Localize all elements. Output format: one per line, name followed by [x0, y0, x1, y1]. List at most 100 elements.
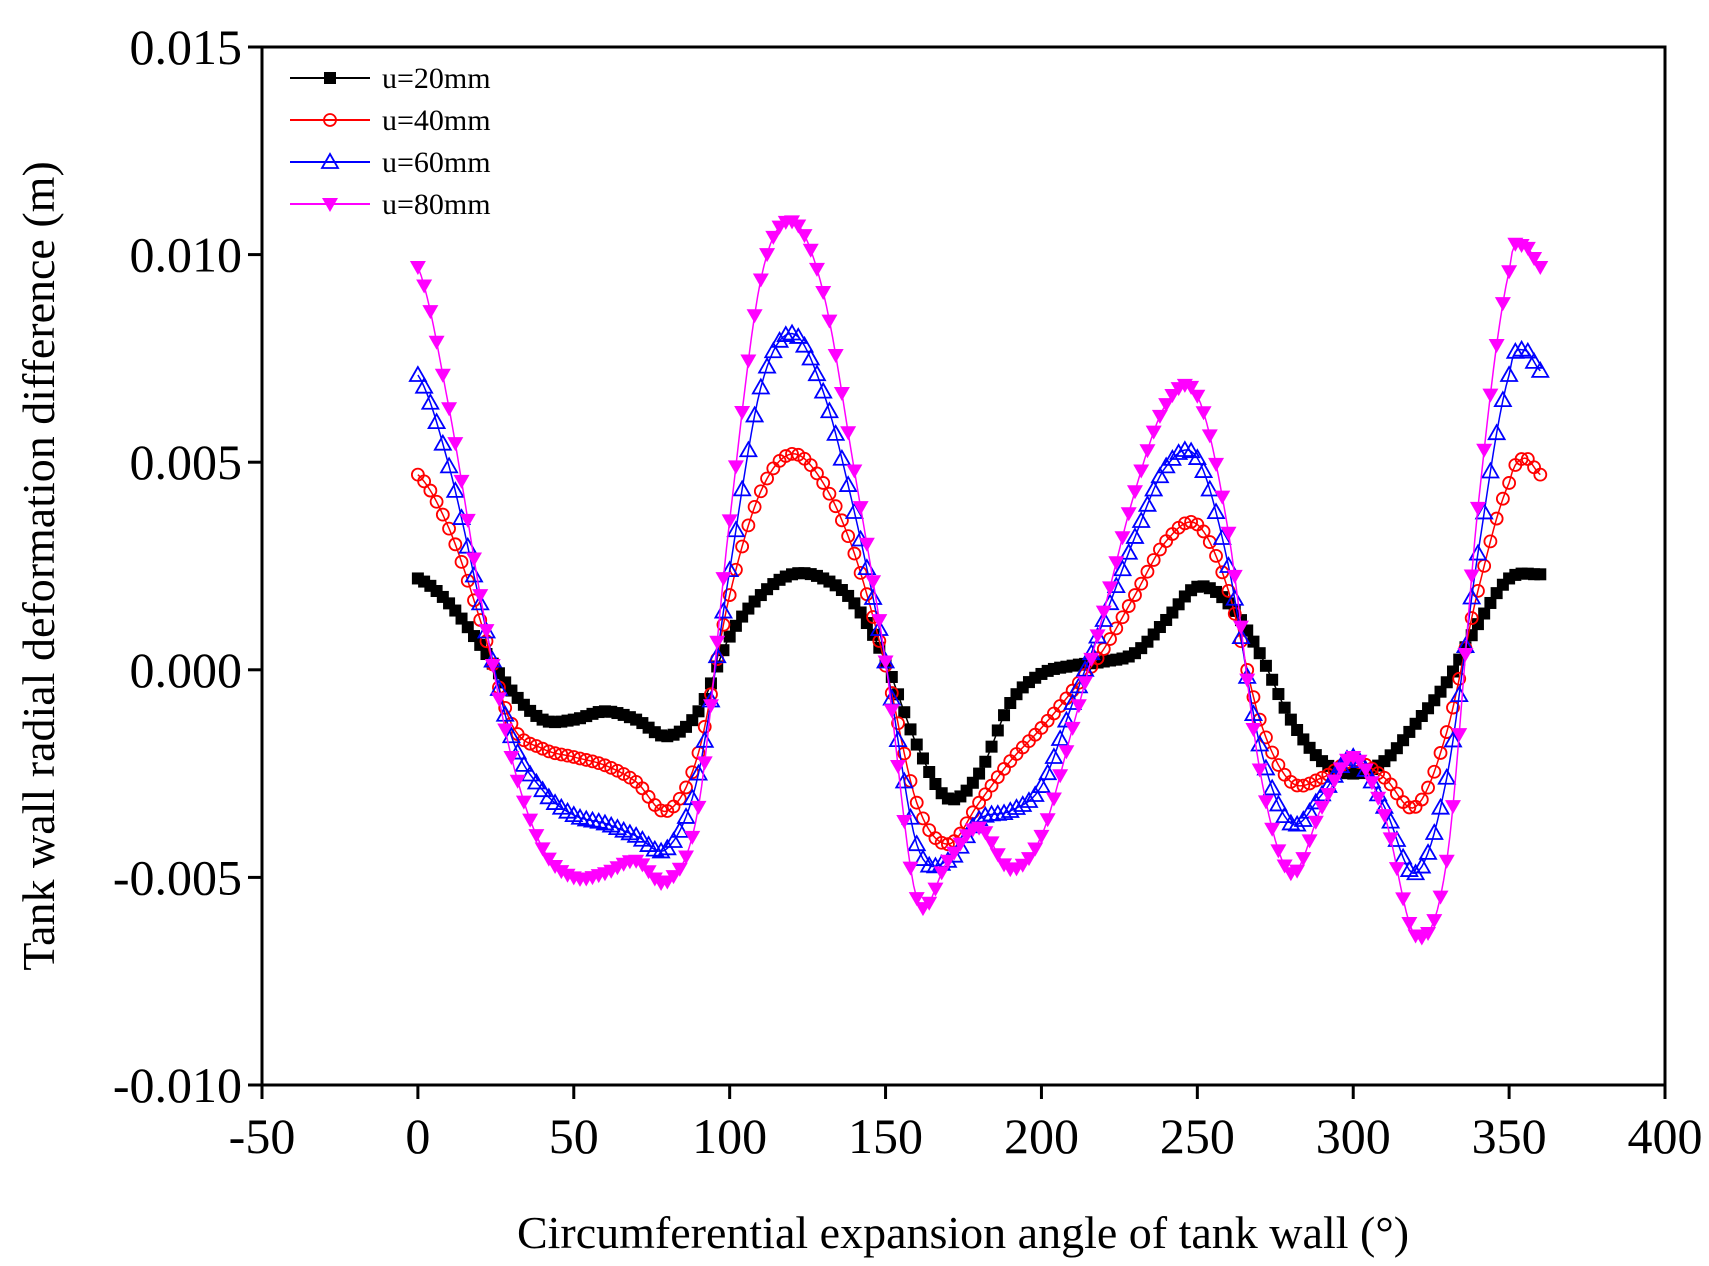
- data-point: [692, 705, 705, 718]
- data-point: [1145, 425, 1162, 440]
- data-point: [950, 836, 970, 854]
- data-point: [1530, 361, 1550, 378]
- data-point: [1095, 605, 1112, 620]
- data-point: [671, 862, 688, 877]
- data-point: [1209, 548, 1223, 563]
- data-point: [1196, 524, 1211, 539]
- data-point: [1276, 859, 1293, 874]
- data-point: [1039, 813, 1056, 828]
- x-tick-label: 0: [405, 1108, 430, 1164]
- data-point: [757, 356, 777, 374]
- data-point: [858, 537, 875, 552]
- x-tick-label: 150: [848, 1108, 923, 1164]
- data-point: [810, 466, 824, 481]
- data-point: [1495, 491, 1510, 506]
- data-point: [1469, 501, 1486, 516]
- data-point: [416, 279, 433, 294]
- data-point: [1268, 794, 1288, 812]
- data-point: [721, 514, 738, 529]
- data-point: [454, 554, 469, 569]
- data-point: [909, 795, 924, 810]
- data-point: [852, 501, 869, 516]
- data-point: [946, 846, 963, 861]
- data-point: [1056, 710, 1076, 728]
- data-point: [459, 513, 476, 528]
- data-point: [1112, 559, 1133, 577]
- data-point: [1438, 854, 1455, 869]
- data-point: [741, 518, 756, 533]
- data-point: [833, 387, 850, 402]
- data-point: [1357, 763, 1374, 778]
- data-point: [1251, 763, 1268, 778]
- data-point: [1363, 776, 1380, 791]
- series-u=20mm: [411, 567, 1547, 806]
- data-point: [827, 349, 844, 364]
- data-point: [540, 852, 557, 867]
- data-point: [1501, 265, 1518, 280]
- data-point: [495, 704, 515, 722]
- data-point: [738, 440, 758, 458]
- data-point: [1433, 746, 1448, 760]
- data-point: [815, 285, 832, 300]
- data-point: [796, 229, 813, 244]
- data-point: [1402, 800, 1417, 815]
- data-point: [1131, 511, 1151, 528]
- data-point: [1446, 665, 1459, 678]
- data-point: [925, 856, 945, 874]
- y-tick-label: -0.010: [113, 1057, 242, 1113]
- data-point: [515, 795, 532, 810]
- data-point: [541, 744, 556, 759]
- data-point: [1140, 564, 1155, 579]
- x-tick-label: 300: [1316, 1108, 1391, 1164]
- data-point: [801, 348, 821, 366]
- data-point: [1208, 457, 1225, 472]
- data-point: [989, 848, 1006, 863]
- data-point: [632, 829, 652, 847]
- data-point: [679, 780, 693, 795]
- data-point: [941, 837, 955, 852]
- data-point: [1296, 778, 1311, 793]
- x-tick-label: 200: [1004, 1108, 1079, 1164]
- data-point: [1462, 587, 1482, 605]
- data-point: [1089, 629, 1106, 644]
- data-point: [877, 655, 894, 670]
- data-point: [813, 381, 833, 399]
- data-point: [1291, 723, 1304, 736]
- data-point: [1421, 780, 1435, 795]
- data-point: [534, 842, 551, 857]
- data-point: [478, 624, 495, 639]
- data-point: [441, 402, 458, 417]
- data-point: [908, 892, 925, 907]
- data-point: [1247, 635, 1260, 648]
- data-point: [841, 529, 856, 544]
- data-point: [1440, 676, 1453, 689]
- data-point: [1206, 502, 1226, 520]
- data-point: [1164, 389, 1181, 404]
- data-point: [1259, 659, 1272, 672]
- data-point: [422, 305, 439, 320]
- data-point: [983, 836, 1000, 851]
- data-point: [740, 354, 757, 369]
- data-point: [716, 617, 731, 632]
- data-point: [910, 738, 923, 751]
- data-point: [429, 494, 444, 509]
- data-point: [434, 368, 451, 383]
- data-point: [522, 813, 539, 828]
- data-point: [474, 638, 487, 651]
- data-point: [871, 614, 888, 629]
- data-point: [888, 730, 908, 748]
- data-point: [907, 834, 927, 852]
- data-point: [902, 861, 919, 876]
- data-point: [1287, 814, 1307, 832]
- data-point: [1471, 618, 1484, 631]
- data-point: [533, 780, 553, 798]
- data-point: [745, 405, 765, 423]
- data-point: [1115, 610, 1130, 625]
- data-point: [1427, 764, 1442, 779]
- data-point: [715, 572, 732, 587]
- data-point: [819, 401, 839, 419]
- data-point: [490, 692, 507, 707]
- data-point: [1308, 773, 1323, 788]
- data-point: [1401, 916, 1418, 931]
- data-point: [1200, 479, 1220, 497]
